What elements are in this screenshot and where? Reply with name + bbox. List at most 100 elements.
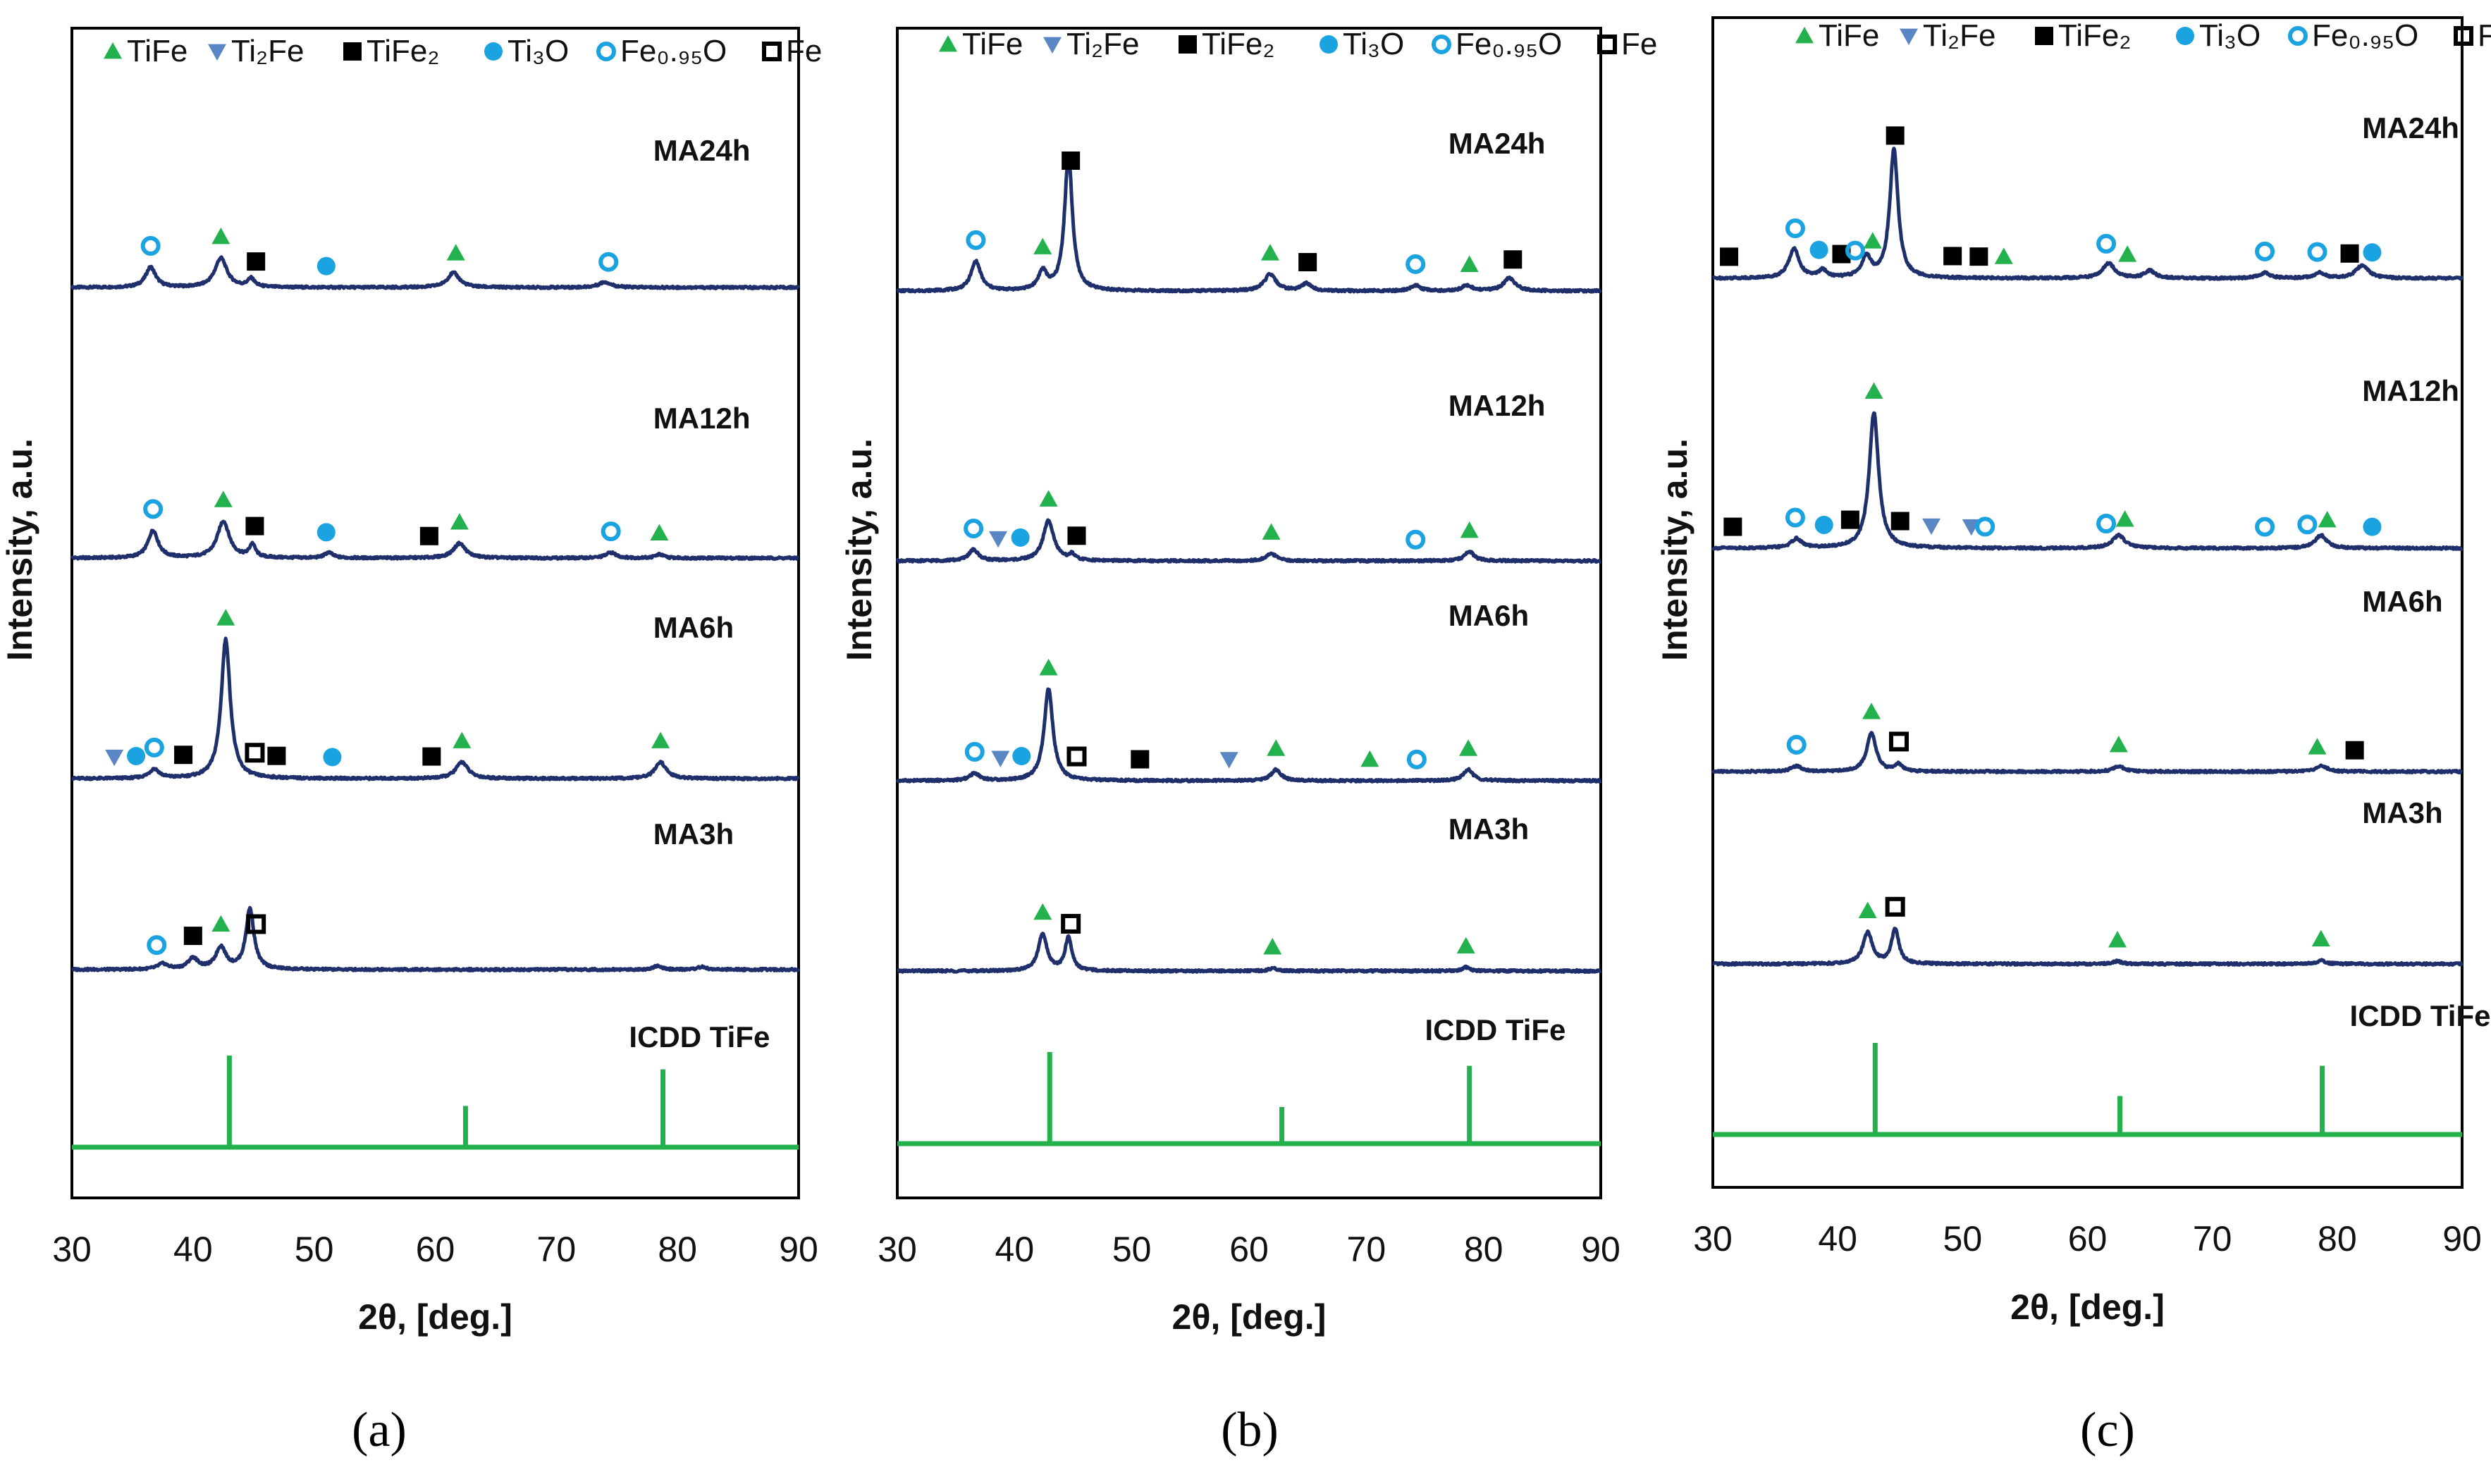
phase-marker-tife2 <box>1298 253 1317 272</box>
phase-marker-tife2 <box>247 252 266 271</box>
phase-marker-fe095o <box>2297 514 2318 535</box>
x-tick-label: 90 <box>1581 1230 1620 1269</box>
legend-entry-ti2fe: Ti₂Fe <box>1923 18 1995 53</box>
phase-marker-tife <box>1267 739 1286 756</box>
trace-line <box>895 687 1603 784</box>
phase-marker-ti2fe <box>989 531 1008 548</box>
trace-label: MA6h <box>1449 599 1529 632</box>
trace-line <box>1711 147 2464 281</box>
phase-marker-tife <box>1459 739 1478 756</box>
phase-marker-tife <box>1260 244 1279 261</box>
phase-marker-tife <box>2318 510 2337 528</box>
legend-entry-fe: Fe <box>786 34 822 68</box>
triangle-down-icon <box>208 44 226 61</box>
filled-square-icon <box>1179 35 1197 54</box>
phase-marker-tife2 <box>1943 247 1962 266</box>
phase-marker-tife <box>1360 750 1379 767</box>
phase-marker-tife <box>1456 936 1475 954</box>
legend-entry-fe: Fe <box>2478 18 2491 53</box>
x-tick-label: 60 <box>416 1230 455 1269</box>
phase-marker-ti3o <box>1809 240 1828 259</box>
phase-marker-fe <box>1061 913 1081 934</box>
phase-marker-tife <box>450 513 469 530</box>
triangle-down-icon <box>1043 37 1062 54</box>
phase-marker-ti3o <box>127 746 146 765</box>
panel-c: TiFe Ti₂Fe TiFe₂ Ti₃O Fe₀.₉₅O Fe MA24h MA12h MA6… <box>1655 16 2491 1457</box>
series-ma12h: MA12h <box>895 389 1602 564</box>
phase-marker-tife <box>651 731 670 748</box>
series-ma6h: MA6h <box>70 609 800 781</box>
legend-entry-ti2fe: Ti₂Fe <box>231 34 304 68</box>
phase-marker-fe095o <box>1785 218 1805 239</box>
phase-marker-fe095o <box>2255 241 2275 261</box>
trace-line <box>70 905 801 972</box>
phase-marker-fe <box>245 743 265 763</box>
phase-marker-tife <box>1033 903 1052 920</box>
phase-marker-fe095o <box>601 521 621 542</box>
filled-circle-icon <box>1320 35 1338 54</box>
phase-marker-tife2 <box>1720 247 1739 266</box>
trace-label: MA24h <box>1449 127 1546 160</box>
phase-marker-fe095o <box>2096 514 2117 534</box>
phase-marker-fe095o <box>1786 734 1807 755</box>
legend-entry-fe095o: Fe₀.₉₅O <box>620 34 727 68</box>
x-tick-label: 40 <box>995 1230 1035 1269</box>
open-circle-icon <box>2288 26 2308 46</box>
phase-marker-ti3o <box>1814 515 1833 534</box>
legend-entry-fe095o: Fe₀.₉₅O <box>1456 27 1562 61</box>
phase-marker-fe095o <box>2307 242 2327 262</box>
open-circle-icon <box>1432 35 1451 54</box>
x-tick-label: 70 <box>2193 1219 2232 1259</box>
trace-label: MA3h <box>2362 796 2442 829</box>
phase-marker-tife <box>2115 510 2134 527</box>
phase-marker-ti2fe <box>1219 752 1238 769</box>
y-axis-title: Intensity, a.u. <box>839 438 879 661</box>
phase-marker-tife2 <box>422 747 441 766</box>
legend-entry-ti2fe: Ti₂Fe <box>1066 27 1139 61</box>
x-tick-label: 30 <box>878 1230 917 1269</box>
filled-square-icon <box>2035 27 2053 45</box>
phase-marker-tife <box>1033 237 1052 254</box>
reference-label: ICDD TiFe <box>629 1020 770 1053</box>
legend: TiFe Ti₂Fe TiFe₂ Ti₃O Fe₀.₉₅O Fe <box>1795 18 2491 53</box>
phase-marker-tife <box>1864 382 1883 399</box>
trace-line <box>70 255 801 290</box>
x-tick-label: 80 <box>658 1230 697 1269</box>
phase-marker-tife <box>650 524 669 541</box>
triangle-up-icon <box>1795 27 1814 44</box>
filled-circle-icon <box>2176 27 2194 45</box>
phase-marker-tife <box>1039 490 1058 507</box>
x-tick-label: 50 <box>1943 1219 1983 1259</box>
legend-entry-tife: TiFe <box>127 34 187 68</box>
phase-marker-tife <box>214 490 233 507</box>
legend-entry-tife: TiFe <box>1819 18 1879 53</box>
phase-marker-tife2 <box>245 517 264 536</box>
x-tick-label: 30 <box>1693 1219 1733 1259</box>
phase-marker-fe095o <box>964 518 984 538</box>
y-axis-title: Intensity, a.u. <box>1655 438 1695 661</box>
phase-marker-tife <box>1994 247 2013 264</box>
trace-label: MA12h <box>653 402 751 435</box>
phase-marker-fe095o <box>1785 507 1805 528</box>
series-ma3h: MA3h <box>896 812 1602 974</box>
phase-marker-fe095o <box>1406 529 1426 550</box>
phase-marker-fe095o <box>147 935 167 956</box>
phase-marker-tife2 <box>1886 126 1905 145</box>
phase-marker-ti3o <box>2363 517 2382 536</box>
phase-marker-tife <box>1263 938 1282 955</box>
phase-marker-tife <box>211 915 230 932</box>
panel-caption: (c) <box>2080 1403 2135 1457</box>
series-ma12h: MA12h <box>1711 374 2464 551</box>
trace-line <box>1711 731 2464 774</box>
legend-entry-ti3o: Ti₃O <box>1343 27 1404 61</box>
phase-marker-tife <box>1460 255 1479 272</box>
phase-marker-fe095o <box>2096 233 2117 254</box>
phase-marker-ti3o <box>316 523 336 542</box>
x-axis: 30 40 50 60 70 80 90 <box>52 1230 818 1269</box>
x-tick-label: 90 <box>779 1230 818 1269</box>
phase-marker-ti3o <box>323 748 342 767</box>
phase-marker-ti2fe <box>991 750 1010 767</box>
phase-marker-fe095o <box>140 235 161 256</box>
plot-frame <box>896 27 1602 1199</box>
trace-label: MA12h <box>1449 389 1546 422</box>
